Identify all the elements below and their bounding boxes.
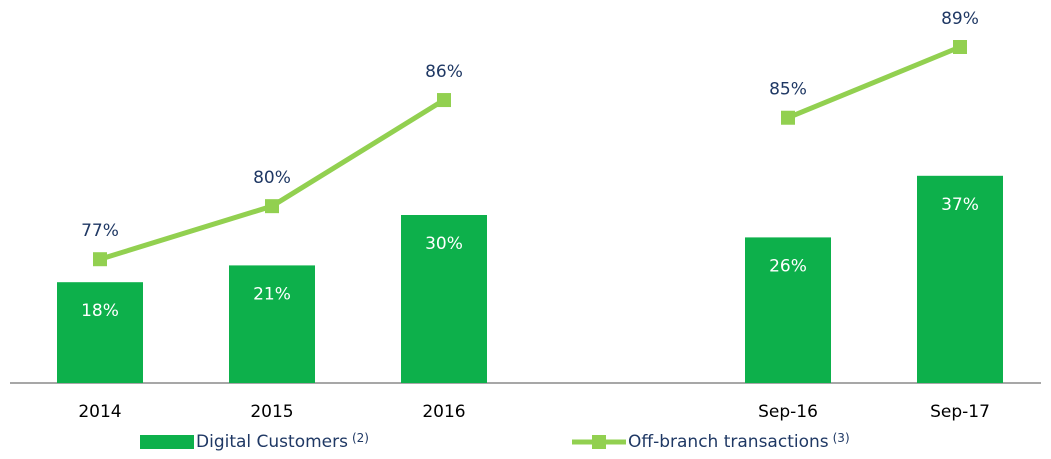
line-marker (265, 199, 279, 214)
bar (57, 282, 143, 383)
legend-footnote: (3) (833, 431, 850, 445)
legend-swatch (140, 435, 194, 449)
legend-name: Off-branch transactions (628, 432, 829, 452)
line-value-label: 86% (425, 62, 463, 82)
legend-swatch-marker (592, 435, 606, 449)
bar (745, 237, 831, 383)
x-tick-label: 2015 (250, 402, 293, 422)
x-tick-label: Sep-17 (930, 402, 990, 422)
x-tick-label: 2016 (422, 402, 465, 422)
line-value-label: 85% (769, 80, 807, 100)
bar (401, 215, 487, 383)
legend-name: Digital Customers (196, 432, 348, 452)
line-marker (93, 252, 107, 267)
line-marker (781, 110, 795, 125)
bar-value-label: 18% (81, 301, 119, 321)
legend-label: Off-branch transactions (3) (628, 431, 850, 453)
line-marker (437, 93, 451, 108)
bar-value-label: 21% (253, 284, 291, 304)
line-value-label: 77% (81, 221, 119, 241)
line (99, 44, 961, 262)
line-value-label: 89% (941, 9, 979, 29)
bar (917, 175, 1003, 383)
bar-value-label: 37% (941, 195, 979, 215)
bar-value-label: 26% (769, 256, 807, 276)
bar-value-label: 30% (425, 234, 463, 254)
bar (229, 265, 315, 383)
legend-label: Digital Customers (2) (196, 431, 369, 453)
legend-footnote: (2) (352, 431, 369, 445)
x-tick-label: 2014 (78, 402, 121, 422)
x-tick-label: Sep-16 (758, 402, 818, 422)
line-value-label: 80% (253, 168, 291, 188)
line-marker (953, 40, 967, 54)
